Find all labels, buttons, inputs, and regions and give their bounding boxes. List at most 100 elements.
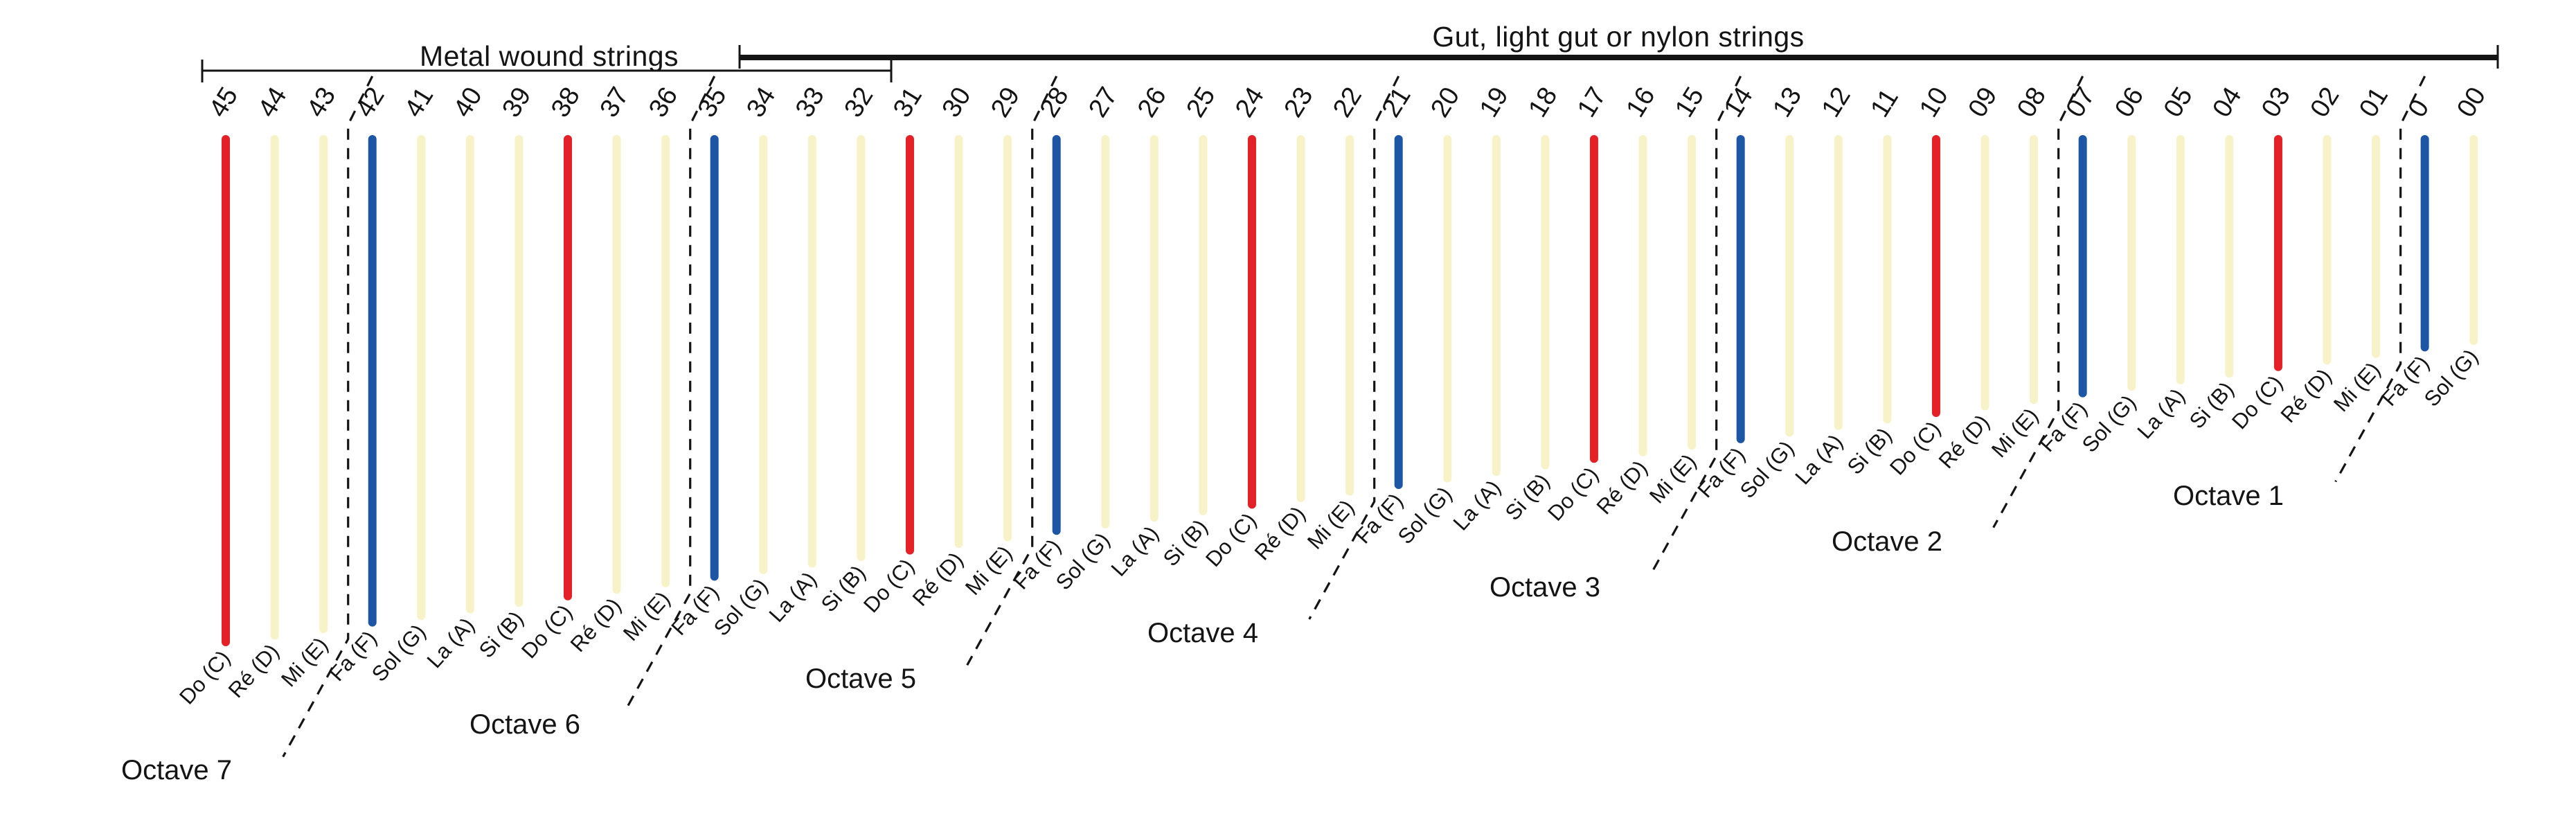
string-01: 01 Mi (E) xyxy=(2329,82,2394,416)
string-note-label: Fa (F) xyxy=(1350,488,1407,548)
string-27: 27 Sol (G) xyxy=(1051,82,1124,595)
octave-boundary-line xyxy=(282,75,374,758)
string-number-label: 28 xyxy=(1035,82,1075,123)
string-14: 14 Fa (F) xyxy=(1692,82,1758,503)
string-number-label: 03 xyxy=(2256,82,2296,123)
string-note-label: Si (B) xyxy=(1501,469,1555,525)
strings-layer: 45 Do (C) 44 Ré (D) 43 Mi (E) 42 Fa (F) 41 Sol (G… xyxy=(175,82,2492,709)
string-21: 21 Fa (F) xyxy=(1350,82,1416,549)
string-note-label: Si (B) xyxy=(1159,515,1213,571)
string-39: 39 Si (B) xyxy=(474,82,537,663)
string-note-label: Sol (G) xyxy=(2077,390,2141,456)
string-note-label: Do (C) xyxy=(859,554,919,617)
octave-6-label: Octave 6 xyxy=(469,709,580,740)
string-06: 06 Sol (G) xyxy=(2077,82,2150,457)
string-number-label: 15 xyxy=(1670,82,1710,123)
string-number-label: 43 xyxy=(301,82,341,123)
string-note-label: La (A) xyxy=(2133,384,2190,443)
string-note-label: Sol (G) xyxy=(1735,436,1799,503)
string-number-label: 41 xyxy=(399,82,439,123)
metal-strings-title: Metal wound strings xyxy=(420,40,679,72)
string-17: 17 Do (C) xyxy=(1543,82,1612,526)
string-0: 0 Fa (F) xyxy=(2377,95,2435,411)
string-16: 16 Ré (D) xyxy=(1592,82,1661,519)
string-note-label: Ré (D) xyxy=(908,547,968,610)
string-note-label: Ré (D) xyxy=(1250,501,1310,564)
octave-labels: Octave 7 Octave 6 Octave 5 Octave 4 Octa… xyxy=(121,481,2284,785)
string-note-label: Do (C) xyxy=(175,646,235,709)
string-note-label: La (A) xyxy=(764,567,821,627)
string-number-label: 19 xyxy=(1474,82,1514,123)
string-number-label: 23 xyxy=(1279,82,1319,123)
string-note-label: Do (C) xyxy=(1201,508,1261,571)
octave-2-label: Octave 2 xyxy=(1832,526,1942,557)
string-note-label: Ré (D) xyxy=(1934,410,1994,473)
string-note-label: Si (B) xyxy=(2185,377,2239,434)
string-05: 05 La (A) xyxy=(2133,82,2199,443)
string-note-label: Fa (F) xyxy=(324,626,381,686)
string-41: 41 Sol (G) xyxy=(367,82,440,686)
string-10: 10 Do (C) xyxy=(1885,82,1954,480)
string-note-label: Ré (D) xyxy=(2276,364,2336,427)
string-12: 12 La (A) xyxy=(1791,82,1857,490)
string-note-label: Do (C) xyxy=(517,600,577,663)
octave-boundary-line xyxy=(1992,75,2084,528)
string-note-label: Fa (F) xyxy=(666,580,723,640)
string-number-label: 38 xyxy=(546,82,586,123)
string-note-label: Do (C) xyxy=(1543,462,1603,525)
octave-5-label: Octave 5 xyxy=(805,664,916,694)
string-number-label: 31 xyxy=(888,82,928,123)
string-note-label: Fa (F) xyxy=(2034,397,2091,456)
string-number-label: 13 xyxy=(1767,82,1807,123)
octave-boundary-line xyxy=(966,75,1058,666)
string-number-label: 25 xyxy=(1181,82,1221,123)
string-number-label: 33 xyxy=(790,82,830,123)
string-number-label: 18 xyxy=(1523,82,1563,123)
string-note-label: Fa (F) xyxy=(1692,443,1749,502)
string-24: 24 Do (C) xyxy=(1201,82,1270,571)
string-number-label: 05 xyxy=(2158,82,2199,123)
string-note-label: Ré (D) xyxy=(224,639,284,702)
string-19: 19 La (A) xyxy=(1449,82,1514,535)
string-number-label: 01 xyxy=(2354,82,2394,123)
string-note-label: Sol (G) xyxy=(367,619,431,686)
string-40: 40 La (A) xyxy=(422,82,488,673)
octave-4-label: Octave 4 xyxy=(1147,618,1258,648)
string-note-label: Si (B) xyxy=(474,607,528,663)
string-32: 32 Si (B) xyxy=(816,82,879,617)
octave-boundary-line xyxy=(1650,75,1742,574)
string-note-label: La (A) xyxy=(1449,475,1505,535)
gut-strings-bracket xyxy=(738,45,2499,69)
string-number-label: 08 xyxy=(2012,82,2052,123)
string-04: 04 Si (B) xyxy=(2185,82,2248,434)
string-09: 09 Ré (D) xyxy=(1934,82,2003,473)
string-number-label: 04 xyxy=(2207,82,2247,123)
string-38: 38 Do (C) xyxy=(517,82,586,664)
string-note-label: Si (B) xyxy=(816,560,870,616)
string-number-label: 17 xyxy=(1572,82,1612,123)
string-note-label: La (A) xyxy=(422,613,479,673)
string-number-label: 09 xyxy=(1963,82,2003,123)
octave-boundary-line xyxy=(624,75,716,712)
string-33: 33 La (A) xyxy=(764,82,830,627)
string-30: 30 Ré (D) xyxy=(908,82,977,611)
string-03: 03 Do (C) xyxy=(2227,82,2296,434)
octave-7-label: Octave 7 xyxy=(121,755,232,785)
octave-1-label: Octave 1 xyxy=(2173,481,2284,511)
string-number-label: 29 xyxy=(985,82,1026,123)
string-number-label: 06 xyxy=(2109,82,2149,123)
string-note-label: Ré (D) xyxy=(1592,456,1652,519)
string-number-label: 36 xyxy=(643,82,683,123)
string-28: 28 Fa (F) xyxy=(1008,82,1074,594)
string-number-label: 40 xyxy=(448,82,488,123)
string-44: 44 Ré (D) xyxy=(224,82,293,702)
octave-boundary-line xyxy=(1308,75,1400,620)
string-31: 31 Do (C) xyxy=(859,82,928,617)
string-43: 43 Mi (E) xyxy=(276,82,341,692)
string-note-label: Si (B) xyxy=(1843,423,1897,479)
string-26: 26 La (A) xyxy=(1107,82,1172,581)
string-number-label: 30 xyxy=(937,82,977,123)
